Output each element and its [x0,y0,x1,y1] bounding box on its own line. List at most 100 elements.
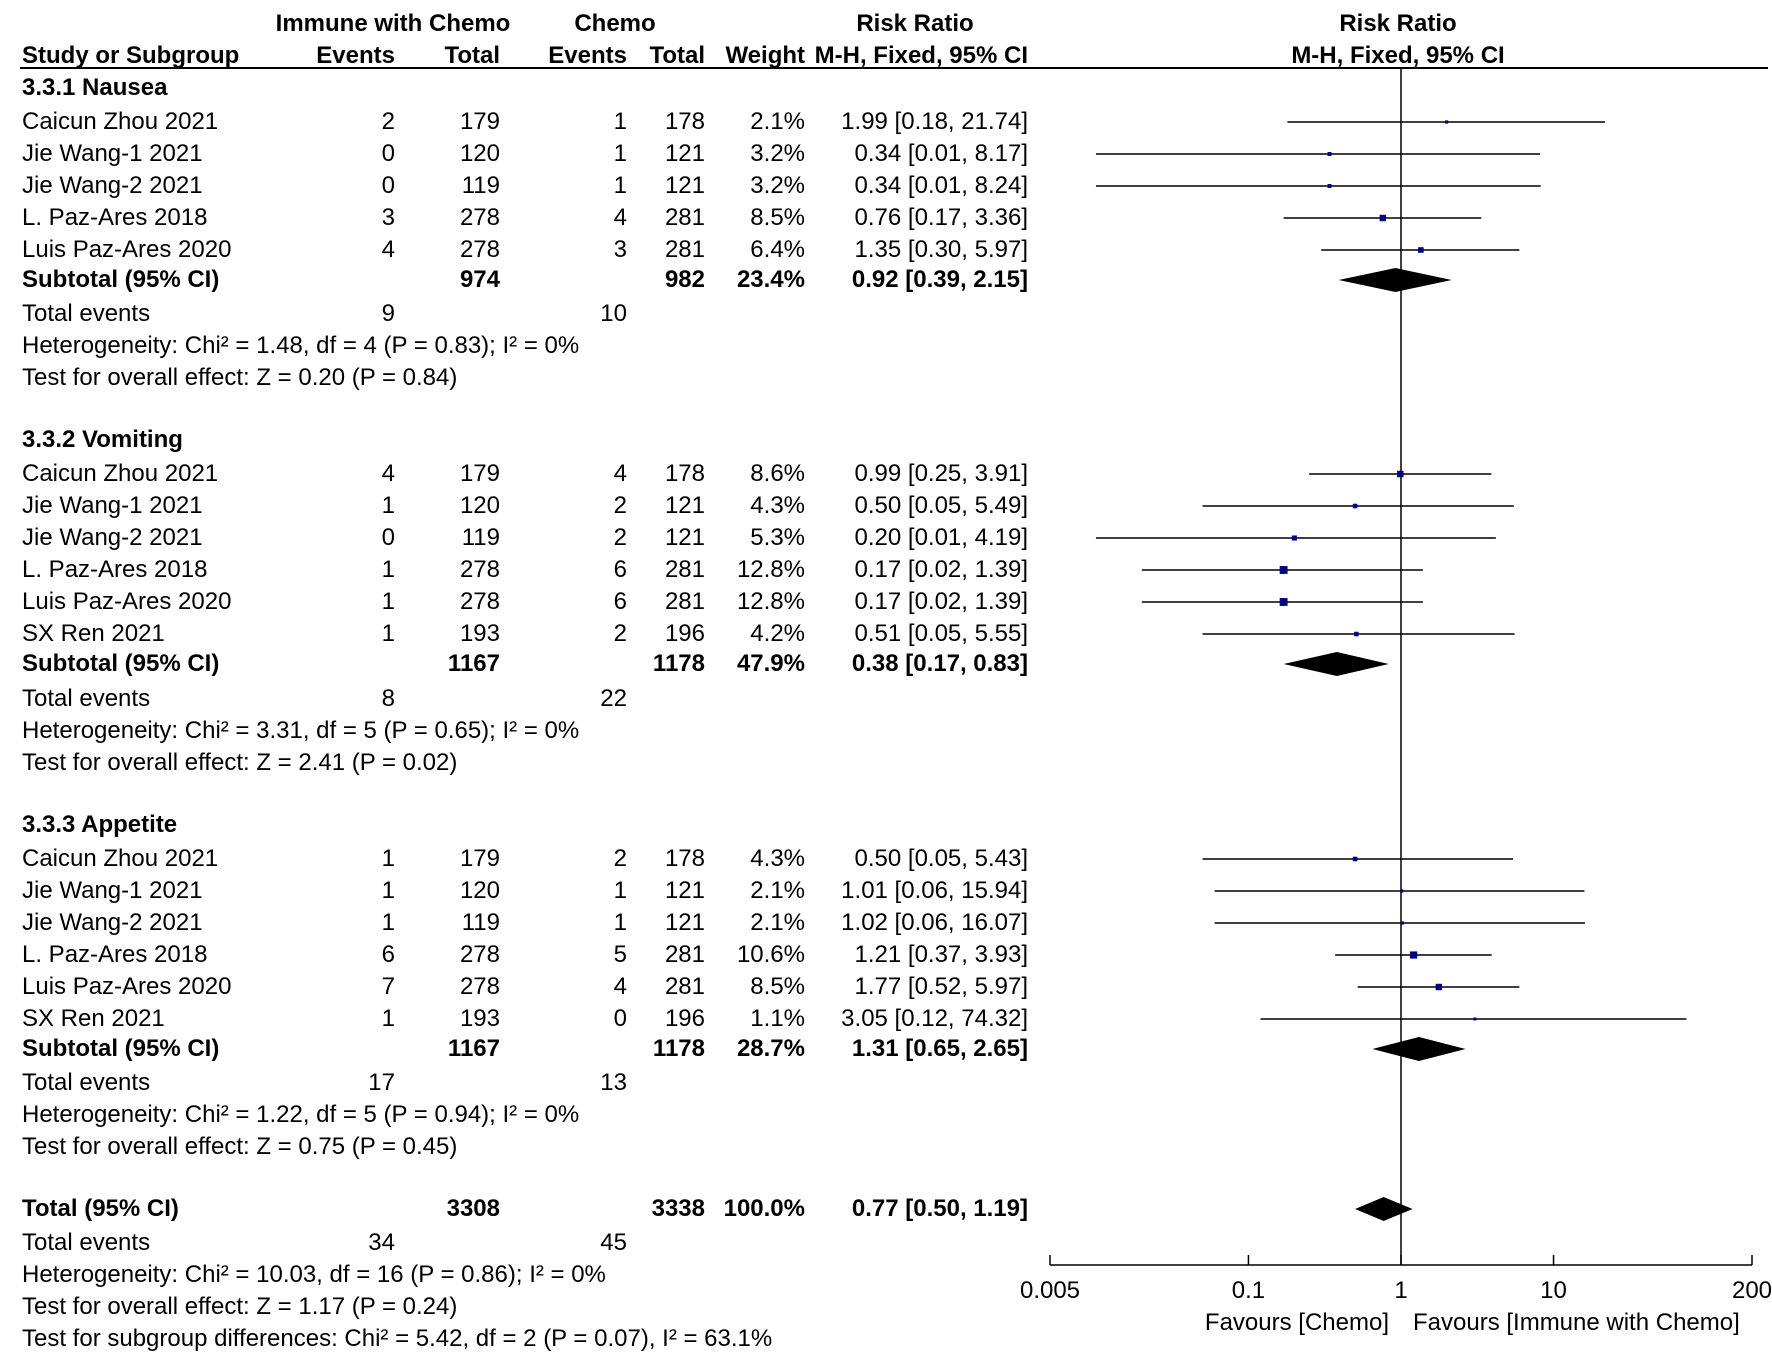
study-weight: 2.1% [750,909,805,936]
study-events-chemo: 2 [613,620,627,647]
header-plot-rr-label: Risk Ratio [1339,10,1457,37]
total-events-label: Total events [22,300,151,327]
study-risk-ratio-ci: 0.34 [0.01, 8.17] [854,140,1028,167]
study-total-chemo: 121 [664,909,705,936]
heterogeneity-text: Heterogeneity: Chi² = 3.31, df = 5 (P = … [22,717,580,744]
study-risk-ratio-ci: 0.76 [0.17, 3.36] [854,204,1028,231]
study-total-chemo: 281 [664,556,705,583]
subtotal-total-chemo: 1178 [652,1035,705,1062]
study-events-immune: 3 [381,204,395,231]
study-events-chemo: 1 [613,172,627,199]
study-point-estimate [1352,856,1358,862]
study-total-immune: 120 [459,140,500,167]
study-total-chemo: 121 [664,172,705,199]
study-risk-ratio-ci: 1.77 [0.52, 5.97] [854,973,1028,1000]
total-events-chemo: 22 [600,685,627,712]
total-overall-effect-text: Test for overall effect: Z = 1.17 (P = 0… [22,1293,458,1320]
study-events-immune: 4 [381,236,395,263]
study-point-estimate [1354,631,1359,637]
study-point-estimate [1327,152,1332,156]
study-name: SX Ren 2021 [22,620,165,647]
study-name: Jie Wang-2 2021 [22,524,203,551]
study-point-estimate [1352,503,1358,509]
study-weight: 8.5% [750,204,805,231]
total-events-label: Total events [22,685,151,712]
subgroup-differences-text: Test for subgroup differences: Chi² = 5.… [22,1325,773,1352]
study-weight: 4.2% [750,620,805,647]
total-heterogeneity-text: Heterogeneity: Chi² = 10.03, df = 16 (P … [22,1261,606,1288]
study-weight: 12.8% [736,556,805,583]
study-name: SX Ren 2021 [22,1005,165,1032]
col-events2: Events [548,42,627,69]
study-risk-ratio-ci: 3.05 [0.12, 74.32] [841,1005,1028,1032]
total-events-immune: 8 [381,685,395,712]
study-point-estimate [1327,184,1332,188]
study-name: Caicun Zhou 2021 [22,845,219,872]
overall-effect-text: Test for overall effect: Z = 2.41 (P = 0… [22,749,458,776]
study-total-chemo: 178 [664,108,705,135]
total-weight: 100.0% [723,1195,805,1222]
total-total-chemo: 3338 [651,1195,705,1222]
study-weight: 4.3% [750,845,805,872]
study-point-estimate [1473,1017,1477,1021]
study-events-chemo: 4 [613,460,627,487]
study-total-immune: 120 [459,492,500,519]
study-total-chemo: 196 [664,620,705,647]
study-point-estimate [1397,470,1404,478]
study-total-immune: 119 [461,172,500,199]
study-events-chemo: 1 [613,140,627,167]
subtotal-total-chemo: 982 [664,266,705,293]
study-point-estimate [1418,247,1424,253]
total-label: Total (95% CI) [22,1195,179,1222]
total-events-chemo: 10 [600,300,627,327]
header-group1-label: Immune with Chemo [275,10,511,37]
study-events-immune: 1 [381,492,395,519]
subtotal-label: Subtotal (95% CI) [22,1035,220,1062]
study-name: Jie Wang-2 2021 [22,909,203,936]
overall-effect-text: Test for overall effect: Z = 0.20 (P = 0… [22,364,458,391]
study-name: Luis Paz-Ares 2020 [22,588,232,615]
favours-left-label: Favours [Chemo] [1204,1309,1389,1336]
study-events-chemo: 0 [613,1005,627,1032]
total-events-immune: 9 [381,300,395,327]
study-weight: 1.1% [750,1005,805,1032]
study-events-chemo: 4 [613,204,627,231]
study-total-chemo: 281 [664,973,705,1000]
study-events-immune: 1 [381,620,395,647]
study-events-chemo: 5 [613,941,627,968]
study-risk-ratio-ci: 1.35 [0.30, 5.97] [854,236,1028,263]
subtotal-risk-ratio-ci: 0.92 [0.39, 2.15] [851,266,1028,293]
study-events-immune: 0 [381,172,395,199]
subtotal-diamond [1372,1037,1466,1061]
study-risk-ratio-ci: 1.01 [0.06, 15.94] [841,877,1028,904]
study-point-estimate [1379,214,1387,222]
study-events-immune: 2 [381,108,395,135]
study-total-immune: 119 [461,524,500,551]
study-events-chemo: 1 [613,108,627,135]
study-total-immune: 278 [459,204,500,231]
study-risk-ratio-ci: 1.02 [0.06, 16.07] [841,909,1028,936]
total-events-chemo: 45 [600,1229,627,1256]
subtotal-total-immune: 1167 [447,1035,500,1062]
subtotal-risk-ratio-ci: 0.38 [0.17, 0.83] [851,650,1028,677]
subtotal-diamond [1338,268,1452,292]
col-plot-method: M-H, Fixed, 95% CI [1291,42,1505,69]
study-name: Jie Wang-1 2021 [22,492,203,519]
study-risk-ratio-ci: 0.50 [0.05, 5.49] [854,492,1028,519]
study-risk-ratio-ci: 1.99 [0.18, 21.74] [841,108,1028,135]
study-total-immune: 193 [459,1005,500,1032]
study-risk-ratio-ci: 0.50 [0.05, 5.43] [854,845,1028,872]
study-events-immune: 6 [381,941,395,968]
study-total-immune: 179 [459,108,500,135]
study-events-chemo: 6 [613,556,627,583]
study-events-immune: 1 [381,877,395,904]
study-total-chemo: 178 [664,845,705,872]
study-total-chemo: 121 [664,877,705,904]
col-study: Study or Subgroup [22,42,240,69]
axis-tick-label: 0.1 [1231,1277,1266,1304]
col-weight: Weight [725,42,805,69]
col-method: M-H, Fixed, 95% CI [814,42,1028,69]
overall-diamond [1355,1197,1413,1221]
study-events-immune: 1 [381,909,395,936]
